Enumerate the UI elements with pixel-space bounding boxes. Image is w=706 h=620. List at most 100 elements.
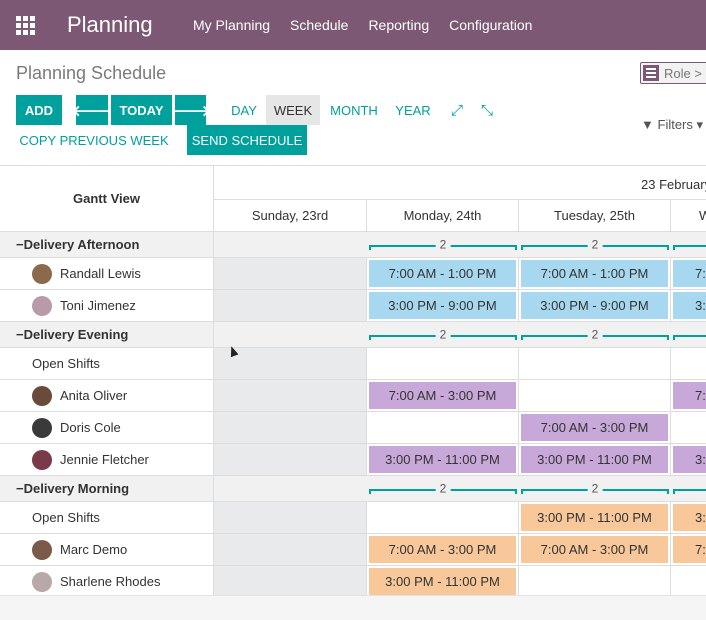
- group-row[interactable]: − Delivery Evening 2 2: [0, 322, 706, 348]
- copy-previous-week-button[interactable]: COPY PREVIOUS WEEK: [19, 132, 169, 148]
- gantt-cell-wed[interactable]: [671, 566, 706, 597]
- shift-pill[interactable]: 3:00 PM - 11:00 PM: [369, 446, 516, 473]
- scale-month-button[interactable]: MONTH: [330, 102, 378, 118]
- shift-pill[interactable]: 7:00 AM - 3:00 PM: [369, 382, 516, 409]
- gantt-cell-wed[interactable]: 7:: [671, 534, 706, 565]
- shift-pill[interactable]: 7:00 AM - 1:00 PM: [369, 260, 516, 287]
- gantt-cell-mon[interactable]: 7:00 AM - 3:00 PM: [367, 380, 519, 411]
- resource-row: Randall Lewis 7:00 AM - 1:00 PM 7:00 AM - …: [0, 258, 706, 290]
- today-button[interactable]: TODAY: [111, 95, 172, 125]
- shift-pill[interactable]: 3:00 PM - 9:00 PM: [369, 292, 516, 319]
- gantt-cell-tue[interactable]: [519, 566, 671, 597]
- group-row-label[interactable]: − Delivery Evening: [0, 322, 214, 347]
- resource-label: Marc Demo: [0, 534, 214, 565]
- shift-pill[interactable]: 3:00 PM - 9:00 PM: [521, 292, 668, 319]
- menu-my-planning[interactable]: My Planning: [193, 17, 271, 33]
- gantt-cell-tue[interactable]: [519, 380, 671, 411]
- menu-reporting[interactable]: Reporting: [368, 17, 430, 33]
- gantt-cell-wed[interactable]: 7:: [671, 258, 706, 289]
- grid-icon: [15, 15, 35, 35]
- filters-dropdown[interactable]: ▼ Filters ▾: [641, 117, 703, 133]
- group-row-label[interactable]: − Delivery Morning: [0, 476, 214, 501]
- group-row[interactable]: − Delivery Afternoon 2 2: [0, 232, 706, 258]
- gantt-cell-mon[interactable]: 3:00 PM - 11:00 PM: [367, 566, 519, 597]
- gantt-cell-sun[interactable]: [214, 534, 367, 565]
- gantt-cell-sun[interactable]: [214, 444, 367, 475]
- expand-rows-button[interactable]: ⤢: [446, 95, 468, 125]
- gantt-cell-sun[interactable]: [214, 566, 367, 597]
- apps-menu-button[interactable]: [0, 0, 50, 50]
- gantt-cell-wed[interactable]: [671, 412, 706, 443]
- shift-pill[interactable]: 7:00 AM - 3:00 PM: [521, 414, 668, 441]
- gantt-cell-wed[interactable]: [671, 348, 706, 379]
- gantt-cell-sun[interactable]: [214, 412, 367, 443]
- group-total-bar: 2: [519, 232, 671, 257]
- gantt-cell-tue[interactable]: [519, 348, 671, 379]
- gantt-cell-mon[interactable]: 3:00 PM - 9:00 PM: [367, 290, 519, 321]
- gantt-cell-mon[interactable]: [367, 502, 519, 533]
- resource-name: Anita Oliver: [60, 388, 128, 403]
- gantt-cell-mon[interactable]: [367, 412, 519, 443]
- page-title: Planning Schedule: [16, 63, 167, 83]
- scale-day-button[interactable]: DAY: [231, 102, 257, 118]
- shift-pill[interactable]: 3:00 PM - 11:00 PM: [369, 568, 516, 595]
- resource-name: Sharlene Rhodes: [60, 574, 161, 589]
- shift-pill[interactable]: 7:: [673, 536, 706, 563]
- group-total-bar: 2: [519, 322, 671, 347]
- shift-pill[interactable]: 7:: [673, 382, 706, 409]
- group-row-label[interactable]: − Delivery Afternoon: [0, 232, 214, 257]
- resource-label: Open Shifts: [0, 348, 214, 379]
- arrow-right-icon: 🡒: [170, 102, 211, 120]
- shift-pill[interactable]: 3:00 PM - 11:00 PM: [521, 446, 668, 473]
- group-row[interactable]: − Delivery Morning 2 2: [0, 476, 706, 502]
- gantt-cell-wed[interactable]: 3:0: [671, 502, 706, 533]
- day-header-tuesday: Tuesday, 25th: [519, 200, 671, 232]
- shift-pill[interactable]: 3:0: [673, 446, 706, 473]
- gantt-cell-sun[interactable]: [214, 258, 367, 289]
- collapse-rows-button[interactable]: ⤡: [476, 95, 498, 125]
- resource-label: Open Shifts: [0, 502, 214, 533]
- shift-pill[interactable]: 3:00 PM - 11:00 PM: [521, 504, 668, 531]
- list-icon: [643, 65, 659, 81]
- group-total-bar: [671, 476, 706, 501]
- add-button[interactable]: ADD: [16, 95, 62, 125]
- app-name[interactable]: Planning: [67, 12, 153, 37]
- shift-pill[interactable]: 7:00 AM - 3:00 PM: [521, 536, 668, 563]
- resource-label: Toni Jimenez: [0, 290, 214, 321]
- resource-name: Randall Lewis: [60, 266, 141, 281]
- send-schedule-button[interactable]: SEND SCHEDULE: [187, 125, 307, 155]
- scale-week-button[interactable]: WEEK: [266, 95, 320, 125]
- gantt-cell-tue[interactable]: 7:00 AM - 3:00 PM: [519, 534, 671, 565]
- gantt-cell-tue[interactable]: 3:00 PM - 9:00 PM: [519, 290, 671, 321]
- menu-configuration[interactable]: Configuration: [449, 17, 533, 33]
- scale-year-button[interactable]: YEAR: [395, 102, 431, 118]
- gantt-cell-mon[interactable]: 7:00 AM - 3:00 PM: [367, 534, 519, 565]
- gantt-cell-mon[interactable]: 3:00 PM - 11:00 PM: [367, 444, 519, 475]
- resource-label: Doris Cole: [0, 412, 214, 443]
- gantt-cell-sun[interactable]: [214, 290, 367, 321]
- gantt-cell-mon[interactable]: [367, 348, 519, 379]
- gantt-cell-sun[interactable]: [214, 502, 367, 533]
- gantt-cell-tue[interactable]: 3:00 PM - 11:00 PM: [519, 444, 671, 475]
- shift-pill[interactable]: 7:00 AM - 1:00 PM: [521, 260, 668, 287]
- gantt-cell-wed[interactable]: 7:: [671, 380, 706, 411]
- group-total-count: 2: [587, 327, 603, 342]
- shift-pill[interactable]: 3:: [673, 292, 706, 319]
- group-name: Delivery Morning: [23, 481, 130, 496]
- group-total-count: 2: [435, 481, 451, 496]
- previous-button[interactable]: 🡐: [72, 95, 112, 125]
- gantt-cell-wed[interactable]: 3:0: [671, 444, 706, 475]
- groupby-facet[interactable]: Role > E: [640, 62, 706, 84]
- next-button[interactable]: 🡒: [170, 95, 211, 125]
- shift-pill[interactable]: 7:: [673, 260, 706, 287]
- gantt-cell-sun[interactable]: [214, 380, 367, 411]
- gantt-cell-wed[interactable]: 3:: [671, 290, 706, 321]
- gantt-cell-sun[interactable]: [214, 348, 367, 379]
- gantt-cell-tue[interactable]: 7:00 AM - 3:00 PM: [519, 412, 671, 443]
- shift-pill[interactable]: 3:0: [673, 504, 706, 531]
- shift-pill[interactable]: 7:00 AM - 3:00 PM: [369, 536, 516, 563]
- gantt-cell-mon[interactable]: 7:00 AM - 1:00 PM: [367, 258, 519, 289]
- gantt-cell-tue[interactable]: 3:00 PM - 11:00 PM: [519, 502, 671, 533]
- menu-schedule[interactable]: Schedule: [290, 17, 349, 33]
- gantt-cell-tue[interactable]: 7:00 AM - 1:00 PM: [519, 258, 671, 289]
